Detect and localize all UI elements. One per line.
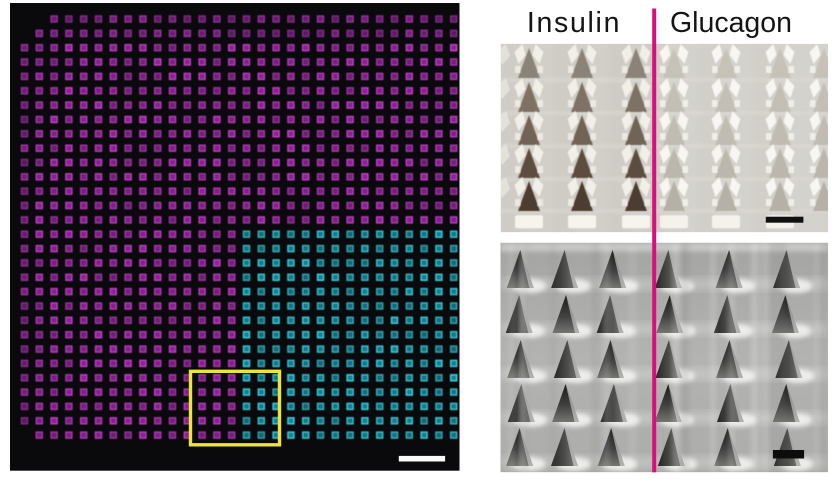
svg-text:Glucagon: Glucagon — [670, 7, 792, 39]
svg-text:Insulin: Insulin — [527, 7, 621, 39]
